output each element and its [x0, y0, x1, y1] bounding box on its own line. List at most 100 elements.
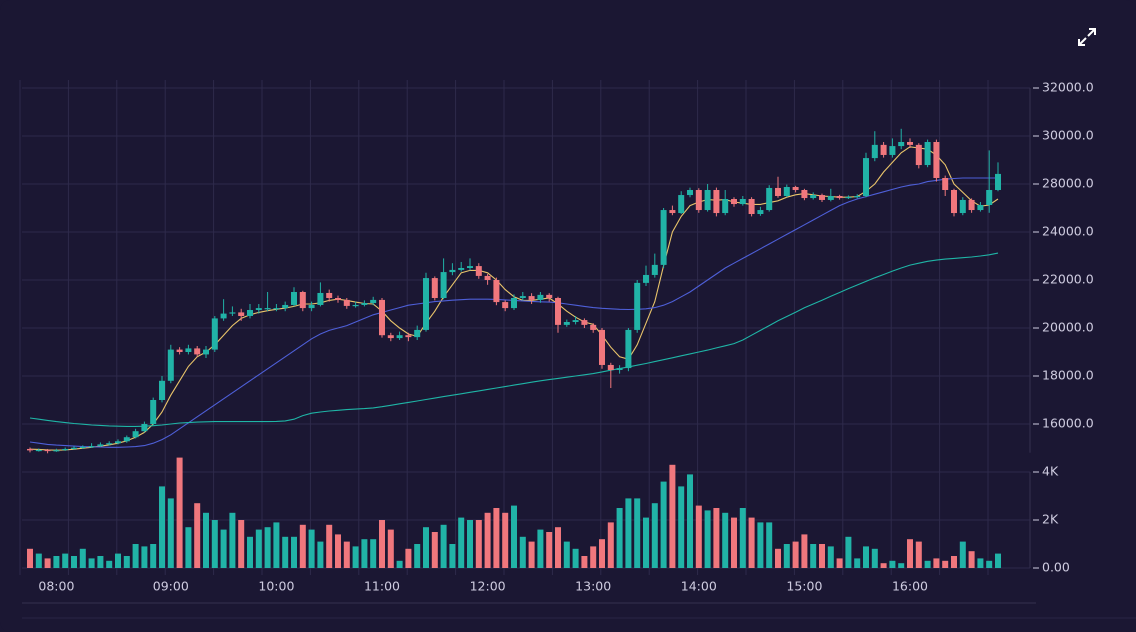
volume-bar: [291, 536, 297, 568]
candle-body: [792, 187, 799, 190]
x-tick-label: 15:00: [786, 579, 822, 594]
candle-body: [440, 272, 447, 298]
x-tick-label: 10:00: [258, 579, 294, 594]
candle-body: [185, 348, 192, 352]
y-tick-label: 4K: [1042, 464, 1059, 479]
candle-body: [889, 146, 896, 155]
volume-bar: [431, 532, 438, 568]
candle-body: [44, 449, 51, 452]
candle-body: [643, 274, 649, 283]
volume-bar: [986, 560, 993, 568]
volume-bar: [273, 522, 280, 568]
candle-body: [563, 322, 570, 325]
candle-body: [335, 298, 341, 300]
volume-bar: [88, 558, 95, 568]
volume-bar: [634, 498, 641, 568]
volume-bar: [203, 512, 209, 568]
volume-bar: [53, 556, 60, 568]
volume-bar: [563, 541, 570, 568]
candle-body: [687, 190, 693, 196]
candle-body: [141, 424, 148, 432]
candle-body: [986, 190, 993, 205]
candle-body: [739, 199, 746, 205]
volume-bar: [449, 544, 456, 568]
volume-bar: [880, 563, 887, 568]
volume-bar: [783, 544, 790, 568]
candle-body: [291, 292, 297, 305]
volume-bar: [959, 541, 966, 568]
volume-bar: [44, 558, 51, 568]
volume-bar: [678, 486, 685, 568]
candle-body: [722, 199, 729, 214]
volume-bar: [141, 546, 148, 568]
volume-bar: [722, 512, 729, 568]
volume-bar: [379, 520, 385, 568]
candle-body: [775, 187, 781, 196]
candle-body: [352, 304, 359, 307]
y-tick-label: 0.00: [1042, 560, 1070, 575]
volume-bar: [607, 522, 614, 568]
volume-bar: [625, 498, 632, 568]
volume-bar: [361, 539, 368, 568]
candle-body: [431, 278, 438, 298]
volume-bar: [71, 556, 77, 568]
candle-body: [854, 196, 861, 198]
candle-body: [493, 280, 500, 303]
expand-arrow: [1087, 28, 1096, 37]
expand-icon[interactable]: [1078, 28, 1096, 46]
volume-bar: [493, 508, 500, 568]
candle-body: [132, 431, 139, 438]
candle-body: [35, 449, 42, 452]
volume-bar: [440, 524, 447, 568]
volume-bar: [352, 546, 359, 568]
volume-bar: [343, 541, 350, 568]
expand-arrow: [1078, 37, 1087, 46]
candle-body: [748, 199, 755, 214]
volume-bar: [484, 512, 491, 568]
volume-bar: [801, 534, 808, 568]
candle-body: [616, 368, 623, 370]
volume-bar: [255, 529, 262, 568]
candle-body: [150, 400, 157, 424]
volume-bar: [335, 534, 341, 568]
candle-body: [871, 144, 878, 159]
candle-body: [924, 142, 931, 166]
volume-bar: [370, 539, 377, 568]
y-tick-label: 22000.0: [1042, 272, 1094, 287]
candle-body: [484, 275, 491, 280]
x-tick-label: 12:00: [470, 579, 506, 594]
volume-bar: [326, 524, 333, 568]
candle-body: [387, 335, 394, 339]
volume-bar: [669, 464, 676, 568]
volume-bar: [898, 563, 905, 568]
x-tick-label: 16:00: [892, 579, 928, 594]
volume-bar: [546, 532, 553, 568]
volume-bar: [616, 508, 623, 568]
candle-body: [528, 296, 535, 300]
volume-bar: [933, 558, 940, 568]
candle-body: [423, 278, 429, 330]
volume-bar: [387, 529, 394, 568]
candle-body: [581, 320, 588, 325]
volume-bar: [35, 553, 42, 568]
candle-body: [995, 173, 1001, 190]
volume-bar: [651, 503, 658, 568]
candle-body: [898, 142, 905, 147]
volume-bar: [229, 512, 236, 568]
volume-bar: [766, 522, 773, 568]
y-tick-label: 32000.0: [1042, 80, 1094, 95]
candle-body: [106, 443, 113, 445]
volume-bar: [854, 558, 861, 568]
x-tick-label: 14:00: [681, 579, 717, 594]
volume-bar: [977, 558, 984, 568]
volume-bar: [317, 541, 324, 568]
volume-bar: [739, 508, 746, 568]
candle-body: [379, 299, 385, 336]
candle-body: [203, 349, 209, 355]
volume-bar: [247, 536, 253, 568]
volume-bar: [863, 546, 869, 568]
candle-body: [370, 299, 377, 304]
candle-body: [863, 158, 869, 196]
candle-body: [572, 320, 579, 322]
candle-body: [537, 294, 544, 300]
